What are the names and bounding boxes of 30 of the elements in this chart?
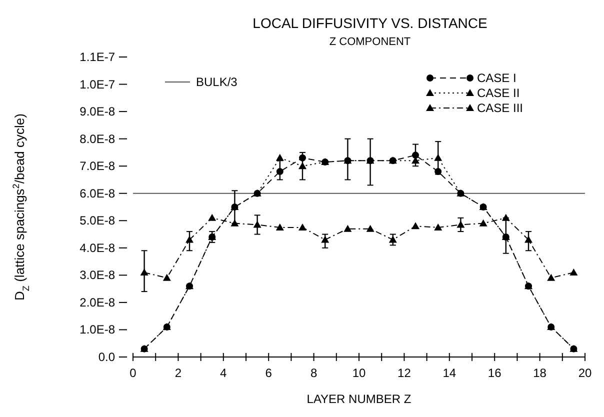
y-tick-label: 7.0E-8 <box>80 159 116 174</box>
x-tick-label: 4 <box>220 366 228 380</box>
x-tick-label: 12 <box>398 366 412 380</box>
y-tick-label: 9.0E-8 <box>80 104 116 119</box>
x-tick-label: 0 <box>130 366 137 380</box>
x-tick-label: 14 <box>442 366 456 380</box>
y-tick-label: 3.0E-8 <box>80 268 116 282</box>
chart-subtitle: Z COMPONENT <box>329 36 411 48</box>
y-tick-label: 1.0E-8 <box>80 322 116 337</box>
x-tick-label: 18 <box>533 366 547 380</box>
y-tick-label: 2.0E-8 <box>80 295 116 310</box>
x-tick-label: 6 <box>265 366 272 380</box>
x-tick-label: 10 <box>352 366 366 380</box>
y-tick-label: 6.0E-8 <box>80 186 116 200</box>
x-tick-label: 20 <box>578 366 592 380</box>
y-tick-label: 5.0E-8 <box>80 214 116 228</box>
y-tick-label: 1.1E-7 <box>80 50 116 64</box>
x-axis-title: LAYER NUMBER Z <box>306 392 412 406</box>
y-tick-label: 4.0E-8 <box>80 240 116 255</box>
x-tick-label: 2 <box>174 366 182 380</box>
x-tick-label: 8 <box>310 366 318 380</box>
y-tick-label: 0.0 <box>98 350 116 364</box>
legend-label: BULK/3 <box>196 75 238 89</box>
y-tick-label: 8.0E-8 <box>80 132 116 146</box>
legend-label: CASE II <box>477 86 520 100</box>
legend-label: CASE III <box>477 101 524 115</box>
y-tick-label: 1.0E-7 <box>80 77 116 92</box>
legend-label: CASE I <box>477 71 516 85</box>
chart-title: LOCAL DIFFUSIVITY VS. DISTANCE <box>252 15 488 31</box>
x-tick-label: 16 <box>488 366 502 380</box>
